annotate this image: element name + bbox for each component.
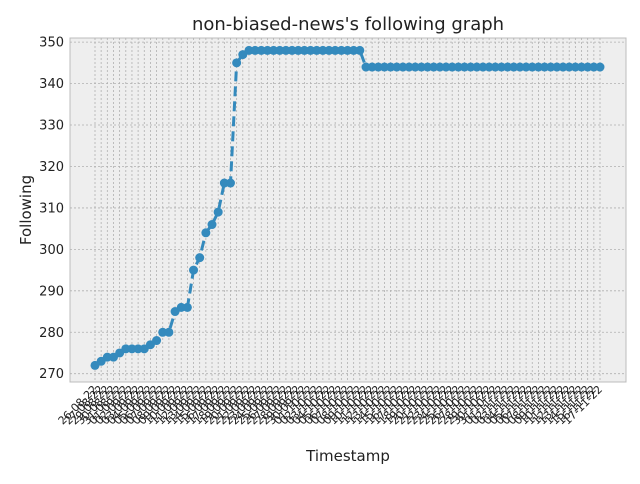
data-point (244, 45, 254, 55)
data-point (570, 62, 580, 72)
data-point (306, 45, 316, 55)
data-point (503, 62, 513, 72)
y-axis-label: Following (17, 175, 35, 245)
data-point (490, 62, 500, 72)
data-point (564, 62, 574, 72)
data-point (589, 62, 599, 72)
data-point (398, 62, 408, 72)
y-tick-label: 340 (39, 77, 64, 92)
data-point (343, 45, 352, 55)
data-point (336, 45, 346, 55)
data-point (121, 344, 131, 354)
data-point (552, 62, 562, 72)
data-point (416, 62, 426, 72)
data-point (453, 62, 463, 72)
data-point (466, 62, 476, 72)
data-point (496, 62, 506, 72)
data-point (225, 178, 235, 188)
chart-title: non-biased-news's following graph (192, 14, 504, 35)
data-point (533, 62, 543, 72)
data-point (164, 327, 174, 337)
data-point (299, 45, 309, 55)
data-point (312, 45, 322, 55)
data-point (583, 62, 593, 72)
y-tick-label: 270 (39, 367, 64, 382)
data-point (158, 327, 168, 337)
data-point (392, 62, 402, 72)
data-point (410, 62, 420, 72)
data-point (176, 302, 186, 312)
y-tick-label: 310 (39, 201, 64, 216)
x-axis-label: Timestamp (305, 447, 390, 465)
y-tick-label: 280 (39, 326, 64, 341)
data-point (287, 45, 297, 55)
data-point (441, 62, 451, 72)
data-point (262, 45, 272, 55)
data-point (195, 253, 205, 263)
data-point (367, 62, 377, 72)
data-point (423, 62, 433, 72)
y-tick-label: 320 (39, 160, 64, 175)
data-point (213, 207, 223, 217)
data-point (521, 62, 531, 72)
data-point (540, 62, 550, 72)
data-point (324, 45, 334, 55)
data-point (429, 62, 439, 72)
data-point (330, 45, 340, 55)
data-point (275, 45, 285, 55)
data-point (595, 62, 605, 72)
data-point (349, 45, 359, 55)
data-point (281, 45, 291, 55)
data-point (219, 178, 229, 188)
data-point (256, 45, 266, 55)
data-point (515, 62, 525, 72)
data-point (404, 62, 414, 72)
data-point (472, 62, 482, 72)
data-points (90, 45, 605, 370)
y-tick-label: 330 (39, 119, 64, 134)
y-axis-ticks: 270 280 290 300 310 320 330 340 350 (39, 36, 64, 383)
data-point (318, 45, 328, 55)
data-point (133, 344, 143, 354)
data-point (207, 220, 217, 230)
data-point (558, 62, 568, 72)
data-point (577, 62, 587, 72)
data-point (546, 62, 556, 72)
data-point (509, 62, 519, 72)
data-point (189, 265, 199, 275)
data-point (102, 352, 112, 362)
plot-area (69, 37, 627, 383)
data-point (447, 62, 457, 72)
data-point (182, 302, 192, 312)
data-point (386, 62, 396, 72)
data-point (293, 45, 303, 55)
data-point (373, 62, 383, 72)
data-point (478, 62, 488, 72)
data-point (484, 62, 494, 72)
data-point (152, 336, 162, 346)
data-point (232, 58, 242, 68)
data-point (269, 45, 279, 55)
data-point (201, 228, 211, 238)
x-axis-ticks: 26-08-2227-08-2229-08-2230-08-2231-08-22… (56, 383, 606, 428)
data-point (127, 344, 137, 354)
y-tick-label: 350 (39, 36, 64, 51)
data-point (361, 62, 371, 72)
y-tick-label: 300 (39, 243, 64, 258)
data-point (379, 62, 389, 72)
data-point (355, 45, 365, 55)
y-tick-label: 290 (39, 284, 64, 299)
data-point (527, 62, 537, 72)
data-point (250, 45, 260, 55)
data-point (460, 62, 470, 72)
data-point (435, 62, 445, 72)
